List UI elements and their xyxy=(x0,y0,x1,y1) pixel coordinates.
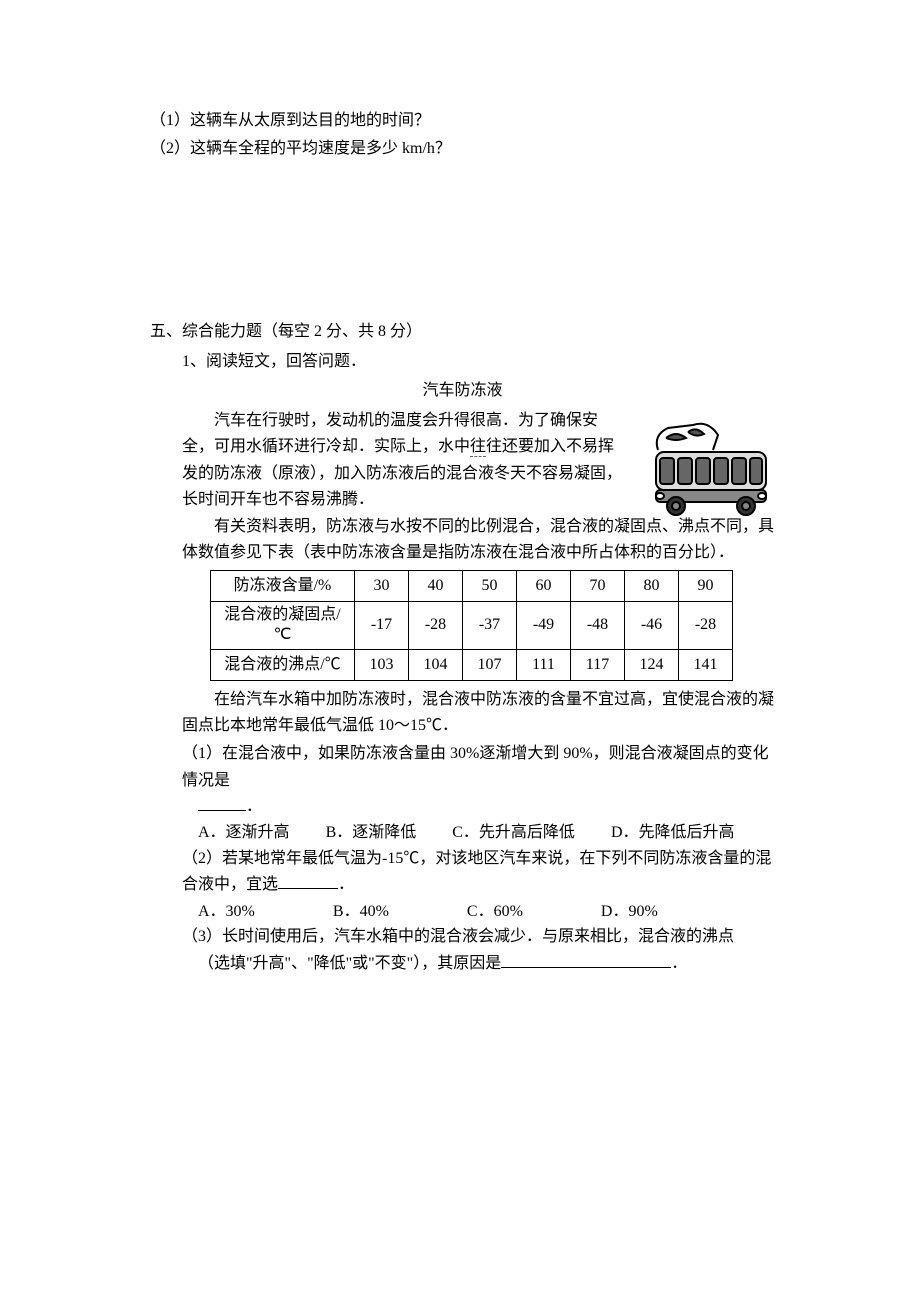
opt-c[interactable]: C．先升高后降低 xyxy=(452,820,575,846)
fill-blank[interactable] xyxy=(278,873,338,889)
section-5-header: 五、综合能力题（每空 2 分、共 8 分） xyxy=(150,319,775,345)
cell: 70 xyxy=(571,571,625,602)
opt-d[interactable]: D．先降低后升高 xyxy=(611,820,735,846)
cell: 124 xyxy=(625,649,679,680)
opt-b[interactable]: B．40% xyxy=(333,899,389,925)
cell: -28 xyxy=(409,601,463,649)
passage-title: 汽车防冻液 xyxy=(150,378,775,404)
cell: 107 xyxy=(463,649,517,680)
table-row: 混合液的凝固点/℃ -17 -28 -37 -49 -48 -46 -28 xyxy=(211,601,733,649)
post-table-text: 在给汽车水箱中加防冻液时，混合液中防冻液的含量不宜过高，宜使混合液的凝固点比本地… xyxy=(182,687,775,740)
subq1-text: （1）在混合液中，如果防冻液含量由 30%逐渐增大到 90%，则混合液凝固点的变… xyxy=(182,745,769,788)
cell: 60 xyxy=(517,571,571,602)
cell: 141 xyxy=(679,649,733,680)
table-row: 混合液的沸点/℃ 103 104 107 111 117 124 141 xyxy=(211,649,733,680)
passage-p2: 有关资料表明，防冻液与水按不同的比例混合，混合液的凝固点、沸点不同，具体数值参见… xyxy=(182,514,775,567)
row2-header: 混合液的凝固点/℃ xyxy=(211,601,355,649)
subq3-line2: （选填"升高"、"降低"或"不变"），其原因是 ． xyxy=(198,951,775,977)
q1-label: 1、阅读短文，回答问题． xyxy=(182,349,775,375)
row3-header: 混合液的沸点/℃ xyxy=(211,649,355,680)
passage-wrap: 汽车在行驶时，发动机的温度会升得很高．为了确保安全，可用水循环进行冷却．实际上，… xyxy=(150,408,775,514)
cell: -48 xyxy=(571,601,625,649)
subq3-suffix: ． xyxy=(671,955,687,972)
row1-header: 防冻液含量/% xyxy=(211,571,355,602)
fill-blank[interactable] xyxy=(198,795,246,811)
subq2-text: （2）若某地常年最低气温为-15℃，对该地区汽车来说，在下列不同防冻液含量的混合… xyxy=(182,850,771,893)
opt-b[interactable]: B．逐渐降低 xyxy=(326,820,417,846)
cell: 80 xyxy=(625,571,679,602)
cell: 117 xyxy=(571,649,625,680)
cell: 111 xyxy=(517,649,571,680)
intro-q2: （2）这辆车全程的平均速度是多少 km/h？ xyxy=(150,136,775,162)
dotted-word: 往 xyxy=(470,438,486,457)
cell: 30 xyxy=(355,571,409,602)
cell: -28 xyxy=(679,601,733,649)
opt-d[interactable]: D．90% xyxy=(601,899,658,925)
cell: -46 xyxy=(625,601,679,649)
fill-blank[interactable] xyxy=(501,952,671,968)
opt-c[interactable]: C．60% xyxy=(467,899,523,925)
opt-a[interactable]: A．30% xyxy=(198,899,255,925)
cell: 50 xyxy=(463,571,517,602)
subq2-options: A．30% B．40% C．60% D．90% xyxy=(198,899,775,925)
subq1: （1）在混合液中，如果防冻液含量由 30%逐渐增大到 90%，则混合液凝固点的变… xyxy=(182,741,775,794)
cell: 90 xyxy=(679,571,733,602)
subq1-suffix: ． xyxy=(246,798,262,815)
subq3: （3）长时间使用后，汽车水箱中的混合液会减少．与原来相比，混合液的沸点 xyxy=(182,924,775,950)
intro-q1: （1）这辆车从太原到达目的地的时间？ xyxy=(150,108,775,134)
cell: 103 xyxy=(355,649,409,680)
subq3-prefix: （3）长时间使用后，汽车水箱中的混合液会减少．与原来相比，混合液的沸点 xyxy=(182,928,734,945)
cell: -49 xyxy=(517,601,571,649)
subq3-mid: （选填"升高"、"降低"或"不变"），其原因是 xyxy=(198,955,501,972)
antifreeze-table: 防冻液含量/% 30 40 50 60 70 80 90 混合液的凝固点/℃ -… xyxy=(210,570,733,680)
table-row: 防冻液含量/% 30 40 50 60 70 80 90 xyxy=(211,571,733,602)
subq2: （2）若某地常年最低气温为-15℃，对该地区汽车来说，在下列不同防冻液含量的混合… xyxy=(182,846,775,899)
subq1-options: A．逐渐升高 B．逐渐降低 C．先升高后降低 D．先降低后升高 xyxy=(198,820,775,846)
cell: -17 xyxy=(355,601,409,649)
subq1-line2: ． xyxy=(198,794,775,820)
passage-p1: 汽车在行驶时，发动机的温度会升得很高．为了确保安全，可用水循环进行冷却．实际上，… xyxy=(182,408,625,514)
opt-a[interactable]: A．逐渐升高 xyxy=(198,820,290,846)
cell: -37 xyxy=(463,601,517,649)
cell: 40 xyxy=(409,571,463,602)
subq2-suffix: ． xyxy=(338,876,354,893)
car-icon xyxy=(638,410,783,520)
cell: 104 xyxy=(409,649,463,680)
